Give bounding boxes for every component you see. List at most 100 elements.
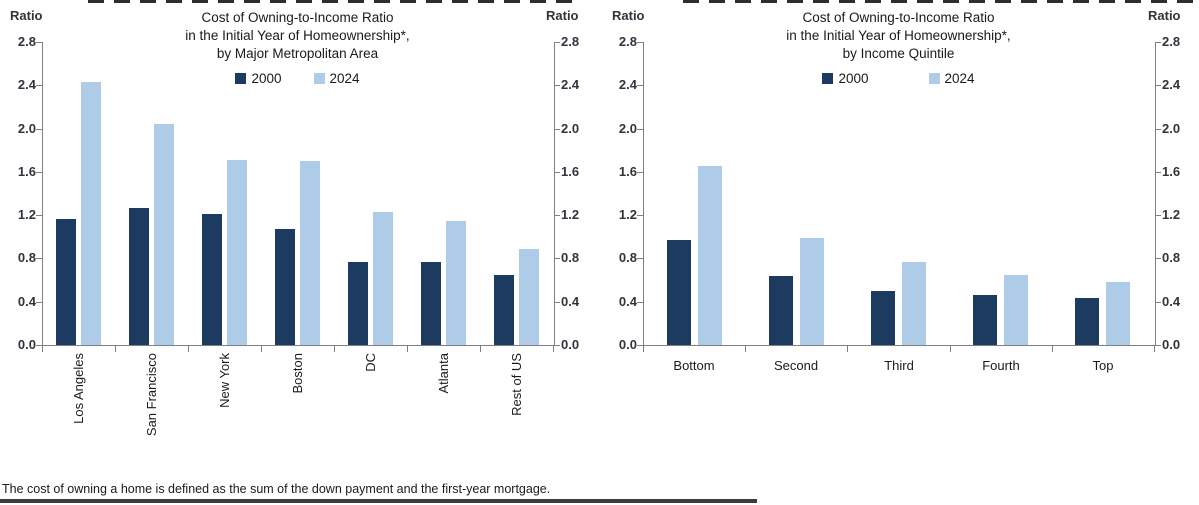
metro-legend: 2000 2024: [42, 70, 553, 86]
quintile-y-tick-label-right: 0.8: [1162, 250, 1181, 265]
metro-y-tick-label-right: 2.4: [561, 77, 580, 92]
quintile-legend-item-2000: 2000: [822, 70, 869, 86]
metro-y-tick-label-right: 1.6: [561, 164, 580, 179]
metro-legend-item-2000: 2000: [235, 70, 282, 86]
cropped-text-artifact-top-right: [683, 0, 1199, 3]
quintile-y-tick-right: [1155, 215, 1161, 216]
metro-y-tick-label-left: 2.8: [17, 34, 36, 49]
quintile-y-tick-label-right: 2.8: [1162, 34, 1181, 49]
x-axis-label-boston: Boston: [290, 353, 305, 394]
metro-y-axis-title-left: Ratio: [10, 8, 43, 23]
quintile-y-tick-left: [637, 302, 643, 303]
bar-fourth-2024: [1004, 275, 1028, 345]
bar-third-2000: [871, 291, 895, 345]
metro-x-tick: [188, 346, 189, 352]
bar-san-francisco-2024: [154, 124, 174, 345]
x-axis-label-third: Third: [884, 358, 914, 373]
metro-y-tick-label-left: 0.0: [17, 337, 36, 352]
x-axis-label-top: Top: [1092, 358, 1114, 373]
metro-y-tick-right: [554, 302, 560, 303]
x-axis-label-bottom: Bottom: [673, 358, 715, 373]
cropped-text-artifact-top-left: [88, 0, 580, 3]
bar-rest-of-us-2024: [519, 249, 539, 345]
quintile-x-tick: [950, 346, 951, 352]
quintile-y-tick-label-left: 0.4: [618, 294, 637, 309]
metro-chart-title: Cost of Owning-to-Income Ratio in the In…: [42, 9, 553, 63]
metro-y-axis-title-right: Ratio: [546, 8, 579, 23]
x-axis-label-san-francisco: San Francisco: [144, 353, 159, 437]
quintile-x-tick: [847, 346, 848, 352]
bar-top-2000: [1075, 298, 1099, 345]
metro-plot-area: [42, 42, 555, 346]
quintile-y-tick-label-right: 0.0: [1162, 337, 1181, 352]
metro-y-tick-label-right: 0.8: [561, 250, 580, 265]
x-axis-label-second: Second: [773, 358, 819, 373]
metro-y-tick-right: [554, 129, 560, 130]
metro-y-tick-right: [554, 85, 560, 86]
metro-title-line-3: by Major Metropolitan Area: [216, 46, 379, 61]
metro-y-tick-left: [36, 42, 42, 43]
legend-label-2000: 2000: [838, 70, 869, 86]
quintile-y-tick-label-left: 1.6: [618, 164, 637, 179]
bar-new-york-2000: [202, 214, 222, 345]
quintile-y-tick-left: [637, 85, 643, 86]
quintile-legend-item-2024: 2024: [928, 70, 975, 86]
bar-bottom-2024: [698, 166, 722, 345]
x-axis-label-dc: DC: [363, 353, 378, 372]
metro-y-tick-left: [36, 345, 42, 346]
metro-y-tick-label-left: 2.0: [17, 121, 36, 136]
quintile-y-tick-label-left: 2.4: [618, 77, 637, 92]
metro-x-tick: [334, 346, 335, 352]
legend-label-2024: 2024: [329, 70, 360, 86]
metro-y-tick-left: [36, 172, 42, 173]
quintile-y-tick-label-left: 2.0: [618, 121, 637, 136]
bar-los-angeles-2000: [56, 219, 76, 345]
quintile-y-tick-label-right: 2.0: [1162, 121, 1181, 136]
bar-dc-2024: [373, 212, 393, 345]
quintile-y-tick-right: [1155, 42, 1161, 43]
metro-title-line-2: in the Initial Year of Homeownership*,: [185, 28, 410, 43]
quintile-plot-area: [643, 42, 1156, 346]
quintile-y-tick-right: [1155, 258, 1161, 259]
bar-fourth-2000: [973, 295, 997, 345]
quintile-x-tick: [1154, 346, 1155, 352]
quintile-y-tick-label-right: 2.4: [1162, 77, 1181, 92]
quintile-y-tick-left: [637, 215, 643, 216]
metro-x-tick: [553, 346, 554, 352]
quintile-chart-title: Cost of Owning-to-Income Ratio in the In…: [643, 9, 1154, 63]
bar-san-francisco-2000: [129, 208, 149, 345]
quintile-y-tick-left: [637, 129, 643, 130]
metro-x-tick: [407, 346, 408, 352]
metro-y-tick-label-left: 0.8: [17, 250, 36, 265]
metro-y-tick-label-right: 0.0: [561, 337, 580, 352]
bar-boston-2024: [300, 161, 320, 345]
bar-third-2024: [902, 262, 926, 345]
legend-swatch-2000: [822, 72, 834, 84]
metro-y-tick-label-right: 0.4: [561, 294, 580, 309]
quintile-y-tick-right: [1155, 85, 1161, 86]
legend-label-2024: 2024: [944, 70, 975, 86]
metro-x-tick: [42, 346, 43, 352]
quintile-title-line-3: by Income Quintile: [842, 46, 955, 61]
bar-boston-2000: [275, 229, 295, 345]
metro-y-tick-label-right: 2.8: [561, 34, 580, 49]
metro-x-tick: [261, 346, 262, 352]
quintile-legend: 2000 2024: [643, 70, 1154, 86]
quintile-y-tick-left: [637, 258, 643, 259]
bar-atlanta-2024: [446, 221, 466, 345]
x-axis-label-new-york: New York: [217, 353, 232, 408]
quintile-y-tick-right: [1155, 345, 1161, 346]
legend-label-2000: 2000: [251, 70, 282, 86]
quintile-y-tick-label-left: 0.8: [618, 250, 637, 265]
bar-los-angeles-2024: [81, 82, 101, 345]
metro-y-tick-left: [36, 258, 42, 259]
metro-y-tick-right: [554, 215, 560, 216]
metro-y-tick-label-right: 1.2: [561, 207, 580, 222]
quintile-x-tick: [745, 346, 746, 352]
quintile-y-tick-left: [637, 42, 643, 43]
bar-bottom-2000: [667, 240, 691, 345]
metro-y-tick-label-left: 2.4: [17, 77, 36, 92]
metro-y-tick-label-left: 0.4: [17, 294, 36, 309]
bar-second-2024: [800, 238, 824, 345]
